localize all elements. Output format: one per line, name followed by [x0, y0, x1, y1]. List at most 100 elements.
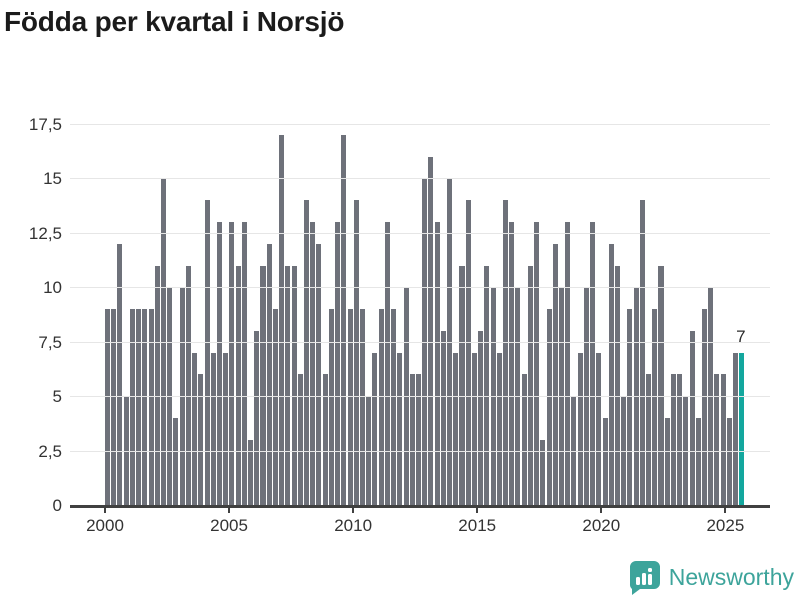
bar: [366, 396, 372, 505]
bar: [702, 309, 708, 505]
x-axis-tick: [476, 507, 479, 513]
bar: [496, 352, 502, 505]
newsworthy-icon: [627, 559, 661, 595]
bar: [608, 243, 614, 505]
bar: [565, 222, 571, 505]
gridline: [70, 233, 770, 234]
gridline: [70, 178, 770, 179]
bar: [111, 309, 117, 505]
bar: [428, 156, 434, 505]
bar: [534, 222, 540, 505]
y-axis-tick-label: 5: [52, 387, 62, 406]
bar: [353, 200, 359, 505]
bar: [173, 417, 179, 505]
bar: [105, 309, 111, 505]
newsworthy-logo-text: Newsworthy: [668, 563, 794, 590]
bar: [359, 309, 365, 505]
gridline: [70, 396, 770, 397]
bar: [260, 265, 266, 505]
bar: [652, 309, 658, 505]
bar: [409, 374, 415, 505]
last-bar-value-label: 7: [736, 326, 746, 346]
bar: [459, 265, 465, 505]
bar: [372, 352, 378, 505]
x-axis-tick: [104, 507, 106, 513]
bar: [254, 330, 260, 505]
x-axis-tick: [352, 507, 355, 513]
bar: [415, 374, 421, 505]
bar: [136, 309, 142, 505]
bar: [322, 374, 328, 505]
y-axis-tick-label: 10: [43, 278, 62, 297]
bar: [204, 200, 210, 505]
bar: [658, 265, 664, 505]
bar: [123, 396, 129, 505]
plot-area: 0 2,5 5 7,5 10 12,5 15 17,5 2000 2005 2010 2015 2020…: [29, 115, 770, 535]
y-axis-tick-label: 12,5: [28, 224, 62, 243]
bar: [726, 417, 732, 505]
bar: [546, 309, 552, 505]
y-axis-tick-label: 7,5: [38, 333, 62, 352]
x-axis-tick-label: 2000: [86, 516, 124, 535]
bar: [397, 352, 403, 505]
bar: [484, 265, 490, 505]
bar: [248, 439, 254, 505]
x-axis-line: [70, 505, 770, 508]
gridline: [70, 342, 770, 343]
gridline: [70, 287, 770, 288]
bar: [235, 265, 241, 505]
bar: [602, 417, 608, 505]
bar: [328, 309, 334, 505]
gridline: [70, 124, 770, 125]
bar: [465, 200, 471, 505]
x-axis-tick: [724, 507, 727, 513]
bar: [117, 243, 123, 505]
x-axis-tick-label: 2020: [582, 516, 621, 535]
bar: [596, 352, 602, 505]
x-axis-tick-label: 2015: [458, 516, 497, 535]
bar: [720, 374, 726, 505]
bar: [695, 417, 701, 505]
bar: [670, 374, 676, 505]
bar: [347, 309, 353, 505]
bar: [391, 309, 397, 505]
bar: [154, 265, 160, 505]
y-axis-tick-label: 17,5: [28, 115, 62, 134]
y-axis-tick-label: 0: [52, 496, 62, 515]
bar: [434, 222, 440, 505]
bar: [714, 374, 720, 505]
bar: [621, 396, 627, 505]
bar: [223, 352, 229, 505]
bar: [185, 265, 191, 505]
bar: [552, 243, 558, 505]
bars-container: [105, 124, 745, 505]
y-axis-tick-label: 2,5: [38, 442, 62, 461]
bar: [478, 330, 484, 505]
bar: [453, 352, 459, 505]
bar: [341, 134, 347, 505]
bar: [614, 265, 620, 505]
bar: [142, 309, 148, 505]
bar: [689, 330, 695, 505]
bar: [677, 374, 683, 505]
bar: [210, 352, 216, 505]
bar: [527, 265, 533, 505]
chart-title: Födda per kvartal i Norsjö: [4, 6, 345, 37]
bar: [216, 222, 222, 505]
bar: [279, 134, 285, 505]
bar: [291, 265, 297, 505]
bar: [192, 352, 198, 505]
bar: [148, 309, 154, 505]
gridline: [70, 451, 770, 452]
bar: [310, 222, 316, 505]
bar: [316, 243, 322, 505]
bar: [266, 243, 272, 505]
bar: [683, 396, 689, 505]
bar: [160, 178, 166, 505]
bar: [733, 352, 739, 505]
bar: [198, 374, 204, 505]
x-axis-tick: [228, 507, 231, 513]
bar: [577, 352, 583, 505]
bar: [272, 309, 278, 505]
bar: [646, 374, 652, 505]
